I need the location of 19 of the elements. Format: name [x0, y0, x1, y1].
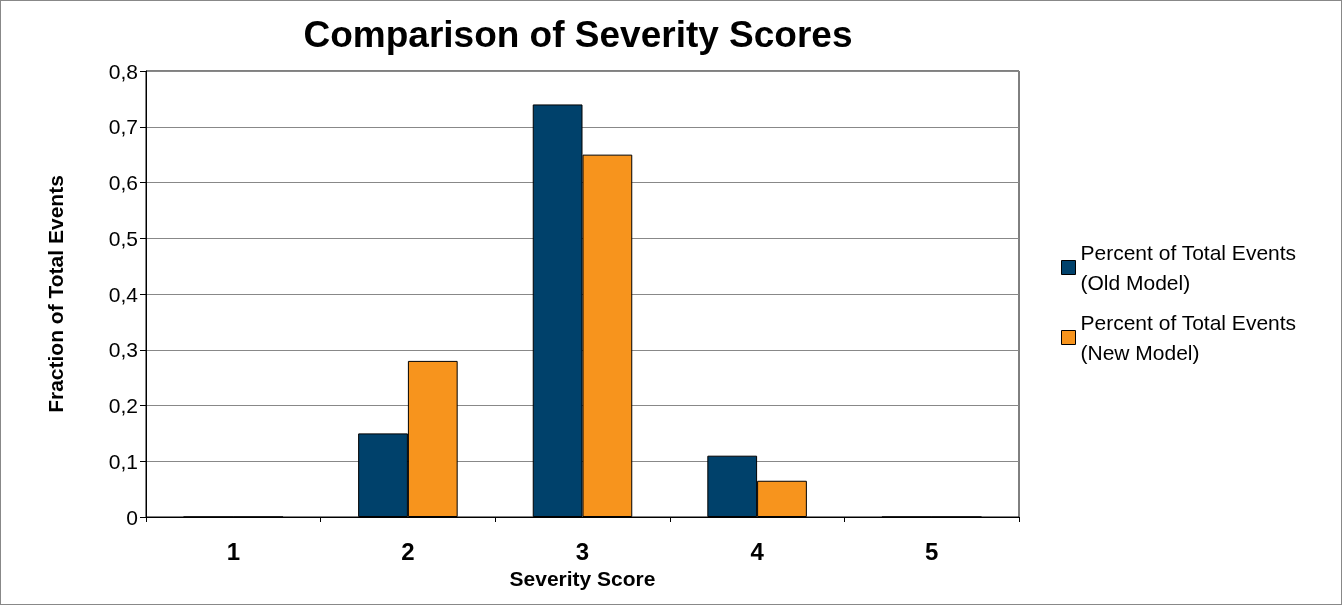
y-axis-title: Fraction of Total Events: [44, 175, 67, 413]
y-tick-label: 0,6: [108, 171, 138, 194]
y-tick-label: 0,7: [108, 115, 138, 139]
chart-title: Comparison of Severity Scores: [303, 14, 853, 55]
y-tick-label: 0,2: [108, 394, 138, 417]
legend-label: Percent of Total Events (New Model): [1080, 311, 1302, 364]
y-tick-label: 0,3: [108, 338, 138, 362]
x-tick-label: 4: [750, 537, 765, 565]
x-tick-label: 3: [575, 537, 590, 565]
y-tick-label: 0,5: [108, 226, 138, 250]
x-tick-label: 2: [401, 537, 415, 565]
x-axis-title: Severity Score: [509, 566, 656, 590]
y-tick-label: 0,8: [108, 59, 138, 83]
x-tick-label: 5: [925, 537, 939, 565]
y-tick-label: 0,4: [108, 282, 139, 306]
y-tick-label: 0: [126, 505, 138, 529]
x-tick-label: 1: [226, 537, 240, 565]
legend-label: Percent of Total Events (Old Model): [1080, 241, 1302, 294]
y-tick-label: 0,1: [108, 449, 138, 473]
